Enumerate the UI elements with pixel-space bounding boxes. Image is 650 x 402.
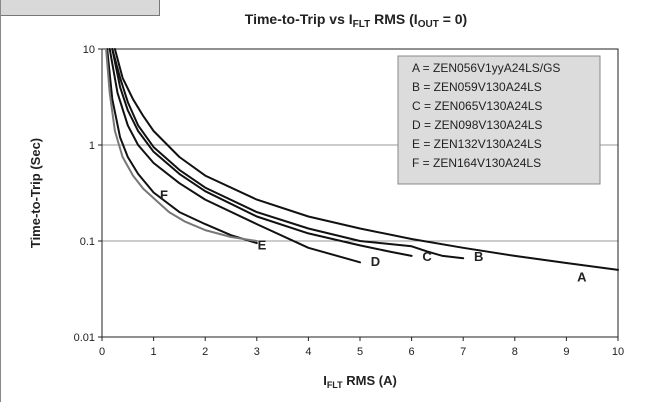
xlabel-sub: FLT xyxy=(327,380,343,390)
series-f-line xyxy=(105,48,258,242)
xlabel-rest: RMS (A) xyxy=(343,373,397,388)
x-ticks: 0 1 2 3 4 5 6 7 8 9 10 xyxy=(99,337,624,358)
legend-entry-4: E = ZEN132V130A24LS xyxy=(412,137,542,151)
curve-label-a: A xyxy=(577,269,587,284)
legend-box xyxy=(397,55,601,185)
x-tick-label-4: 4 xyxy=(305,346,311,358)
x-tick-label-1: 1 xyxy=(151,346,157,358)
chart-title: Time-to-Trip vs IFLT RMS (IOUT = 0) xyxy=(245,11,467,30)
curve-label-c: C xyxy=(422,249,432,264)
curve-label-e: E xyxy=(258,237,267,252)
title-sub1: FLT xyxy=(353,19,371,30)
x-tick-label-0: 0 xyxy=(99,346,105,358)
x-tick-label-3: 3 xyxy=(254,346,260,358)
x-tick-label-9: 9 xyxy=(563,346,569,358)
x-tick-label-10: 10 xyxy=(612,346,624,358)
y-tick-label-0: 0.01 xyxy=(74,332,95,344)
x-tick-label-6: 6 xyxy=(409,346,415,358)
series-c-line xyxy=(111,48,413,257)
curve-label-d: D xyxy=(371,254,380,269)
x-tick-label-7: 7 xyxy=(460,346,466,358)
curve-labels: A B C D E F xyxy=(160,188,587,285)
legend-entry-0: A = ZEN056V1yyA24LS/GS xyxy=(412,61,560,75)
legend-entry-2: C = ZEN065V130A24LS xyxy=(412,99,542,113)
title-end: = 0) xyxy=(439,11,467,27)
legend: A = ZEN056V1yyA24LS/GS B = ZEN059V130A24L… xyxy=(397,55,601,185)
x-tick-label-5: 5 xyxy=(357,346,363,358)
series-e-line xyxy=(106,48,258,245)
legend-entry-3: D = ZEN098V130A24LS xyxy=(412,118,542,132)
y-tick-label-2: 1 xyxy=(89,140,95,152)
x-tick-label-2: 2 xyxy=(202,346,208,358)
title-main: Time-to-Trip vs I xyxy=(245,11,353,27)
curve-label-f: F xyxy=(160,188,168,203)
y-tick-label-3: 10 xyxy=(83,44,95,56)
left-border xyxy=(0,0,1,402)
legend-entry-5: F = ZEN164V130A24LS xyxy=(412,156,541,170)
title-mid: RMS (I xyxy=(370,11,417,27)
x-axis-label: IFLT RMS (A) xyxy=(323,373,397,390)
title-sub2: OUT xyxy=(418,19,439,30)
curves xyxy=(105,48,619,271)
xlabel-main: I xyxy=(323,373,327,388)
series-d-line xyxy=(108,48,361,264)
y-tick-label-1: 0.1 xyxy=(80,236,95,248)
legend-entry-1: B = ZEN059V130A24LS xyxy=(412,80,542,94)
x-tick-label-8: 8 xyxy=(512,346,518,358)
y-axis-label: Time-to-Trip (Sec) xyxy=(28,138,43,248)
series-b-line xyxy=(111,48,465,260)
series-a-line xyxy=(113,48,619,271)
y-ticks: 0.01 0.1 1 10 xyxy=(74,44,102,344)
curve-label-b: B xyxy=(474,249,483,264)
